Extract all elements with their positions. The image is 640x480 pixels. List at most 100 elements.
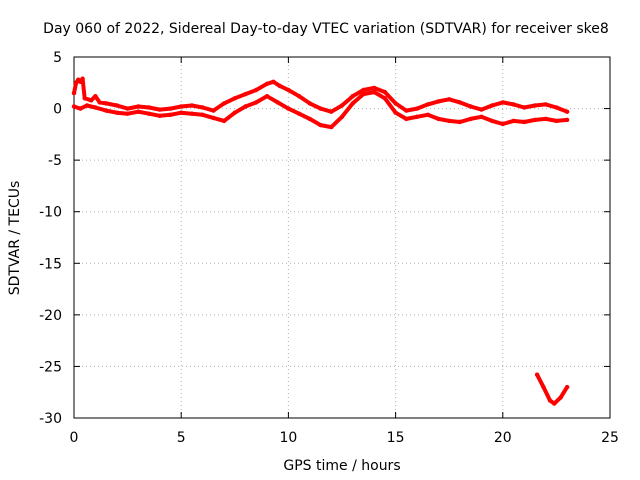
data-point (329, 109, 334, 114)
y-tick-label: 5 (53, 50, 62, 66)
data-point (78, 79, 83, 85)
data-point (404, 116, 409, 122)
data-point (104, 101, 109, 106)
y-tick-labels: 5 0 -5 -10 -15 -20 -25 -30 (39, 50, 62, 427)
y-tick-label: -30 (39, 411, 62, 427)
y-axis-label: SDTVAR / TECUs (7, 181, 23, 296)
data-point (73, 80, 79, 86)
data-point (275, 100, 280, 105)
data-point (564, 384, 570, 390)
data-point (534, 372, 540, 377)
data-point (393, 110, 398, 115)
data-point (243, 91, 248, 97)
data-point (221, 118, 227, 124)
data-point (511, 102, 516, 107)
data-point (468, 104, 473, 109)
data-point (372, 85, 377, 91)
data-point (146, 105, 152, 110)
data-point (361, 91, 366, 97)
data-point (564, 109, 570, 114)
data-point (264, 81, 270, 87)
data-point (447, 97, 452, 102)
data-point (286, 106, 291, 111)
data-point (522, 105, 527, 110)
data-point (189, 103, 195, 108)
data-point (468, 116, 473, 122)
data-point (71, 104, 77, 109)
data-point (189, 111, 195, 116)
data-point (296, 111, 302, 116)
data-point (522, 119, 527, 125)
data-point (286, 87, 291, 93)
data-point (93, 105, 98, 110)
x-axis-label: GPS time / hours (283, 458, 400, 474)
data-point (271, 79, 276, 85)
data-point (179, 104, 184, 109)
data-point (500, 100, 505, 105)
data-point (436, 99, 441, 104)
data-point (136, 109, 141, 114)
series-line-late-dip-trace (535, 372, 570, 406)
data-point (221, 101, 227, 106)
data-point (532, 103, 538, 108)
data-point (307, 116, 312, 122)
data-point (414, 106, 420, 111)
y-tick-label: -20 (39, 308, 62, 324)
data-point (114, 103, 120, 108)
data-point (372, 89, 377, 95)
data-point (168, 106, 173, 111)
data-point (277, 83, 282, 89)
data-point (479, 107, 484, 112)
data-point (89, 98, 94, 103)
x-tick-label: 0 (70, 430, 79, 446)
data-point (547, 398, 553, 403)
data-point (382, 89, 388, 95)
data-point (211, 115, 216, 121)
data-point (564, 117, 570, 123)
plot-frame (73, 56, 611, 419)
data-point (318, 106, 323, 111)
data-point (457, 119, 463, 125)
data-point (436, 116, 441, 122)
data-point (318, 122, 323, 128)
data-point (339, 103, 345, 108)
chart-title: Day 060 of 2022, Sidereal Day-to-day VTE… (43, 21, 609, 37)
data-point (414, 114, 420, 120)
data-point (307, 101, 312, 106)
data-point (543, 102, 548, 107)
y-tick-label: -15 (39, 256, 62, 272)
data-point (329, 124, 334, 130)
data-point (80, 76, 85, 81)
data-point (558, 395, 563, 400)
data-point (532, 117, 538, 123)
series-group (71, 76, 570, 406)
data-point (361, 87, 366, 93)
data-point (382, 96, 388, 101)
data-point (457, 100, 463, 105)
data-point (264, 94, 270, 99)
y-tick-label: -10 (39, 205, 62, 221)
data-point (82, 96, 87, 101)
data-point (489, 118, 495, 124)
data-point (554, 118, 559, 124)
data-point (136, 104, 141, 109)
data-point (125, 111, 130, 116)
x-tick-label: 25 (601, 430, 619, 446)
data-point (93, 94, 98, 99)
data-point (447, 118, 452, 124)
data-point (541, 384, 546, 390)
data-point (479, 114, 484, 120)
data-point (78, 106, 83, 111)
data-point (350, 101, 355, 106)
grid (74, 57, 610, 418)
x-tick-label: 5 (177, 430, 186, 446)
data-point (157, 113, 162, 119)
data-point (500, 121, 505, 127)
data-point (511, 118, 516, 124)
data-point (296, 94, 302, 99)
ticks (73, 56, 611, 419)
data-point (179, 110, 184, 115)
data-point (97, 100, 102, 105)
data-point (554, 105, 559, 110)
